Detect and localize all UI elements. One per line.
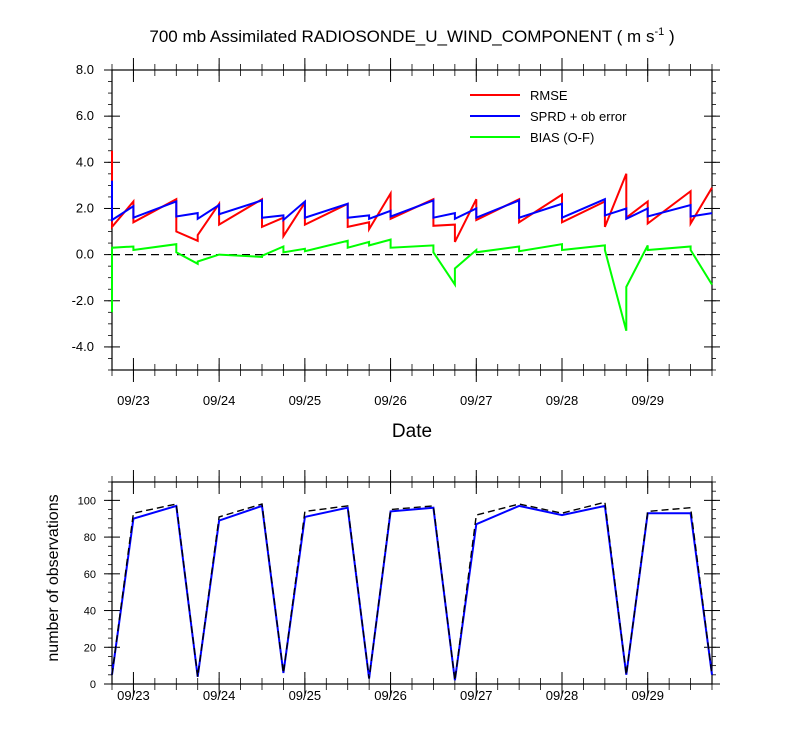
x-tick-label: 09/25 [289, 688, 322, 703]
x-tick-label: 09/24 [203, 393, 236, 408]
top-panel: -4.0 -2.0 0.0 2.0 4.0 6.0 8.0 09/23 09/24 09/25 09… [72, 58, 720, 408]
legend-label: SPRD + ob error [530, 109, 627, 124]
y-tick-label: 0 [90, 679, 96, 691]
chart-title-main: 700 mb Assimilated RADIOSONDE_U_WIND_COM… [149, 27, 654, 46]
bottom-panel: 0 20 40 60 80 100 09/23 09/24 09/25 09/26 09/27 09/… [78, 470, 720, 703]
y-tick-label: 100 [78, 495, 96, 507]
y-tick-label: 40 [84, 606, 96, 618]
y-tick-label: 8.0 [76, 62, 94, 77]
y-axis-label: number of observations [45, 494, 62, 661]
series-line-sprd-ob-error [111, 180, 713, 223]
chart-title: 700 mb Assimilated RADIOSONDE_U_WIND_COM… [149, 26, 674, 46]
series-line-observations-possible [111, 501, 713, 681]
x-tick-label: 09/28 [546, 393, 579, 408]
x-tick-label: 09/27 [460, 393, 493, 408]
chart-title-exponent: -1 [654, 26, 664, 38]
y-tick-label: 60 [84, 569, 96, 581]
y-tick-label: 4.0 [76, 154, 94, 169]
y-tick-label: 6.0 [76, 108, 94, 123]
x-tick-label: 09/24 [203, 688, 236, 703]
series-line-observations-used [111, 504, 713, 681]
plot-frame [111, 481, 713, 685]
y-tick-label: 20 [84, 642, 96, 654]
x-tick-label: 09/29 [631, 688, 664, 703]
y-tick-label: 0.0 [76, 247, 94, 262]
chart-title-close: ) [664, 27, 674, 46]
x-tick-label: 09/25 [289, 393, 322, 408]
legend-label: BIAS (O-F) [530, 130, 594, 145]
y-tick-label: -4.0 [72, 339, 94, 354]
y-tick-label: -2.0 [72, 293, 94, 308]
series-line-bias-o-f [111, 238, 713, 332]
legend-label: RMSE [530, 88, 568, 103]
x-tick-label: 09/26 [374, 393, 407, 408]
x-tick-label: 09/23 [117, 393, 150, 408]
x-axis-label: Date [392, 421, 432, 442]
y-tick-label: 80 [84, 532, 96, 544]
y-tick-label: 2.0 [76, 200, 94, 215]
x-tick-label: 09/27 [460, 688, 493, 703]
x-tick-label: 09/28 [546, 688, 579, 703]
x-tick-label: 09/23 [117, 688, 150, 703]
x-tick-label: 09/26 [374, 688, 407, 703]
series-line-rmse [111, 150, 713, 243]
x-tick-label: 09/29 [631, 393, 664, 408]
